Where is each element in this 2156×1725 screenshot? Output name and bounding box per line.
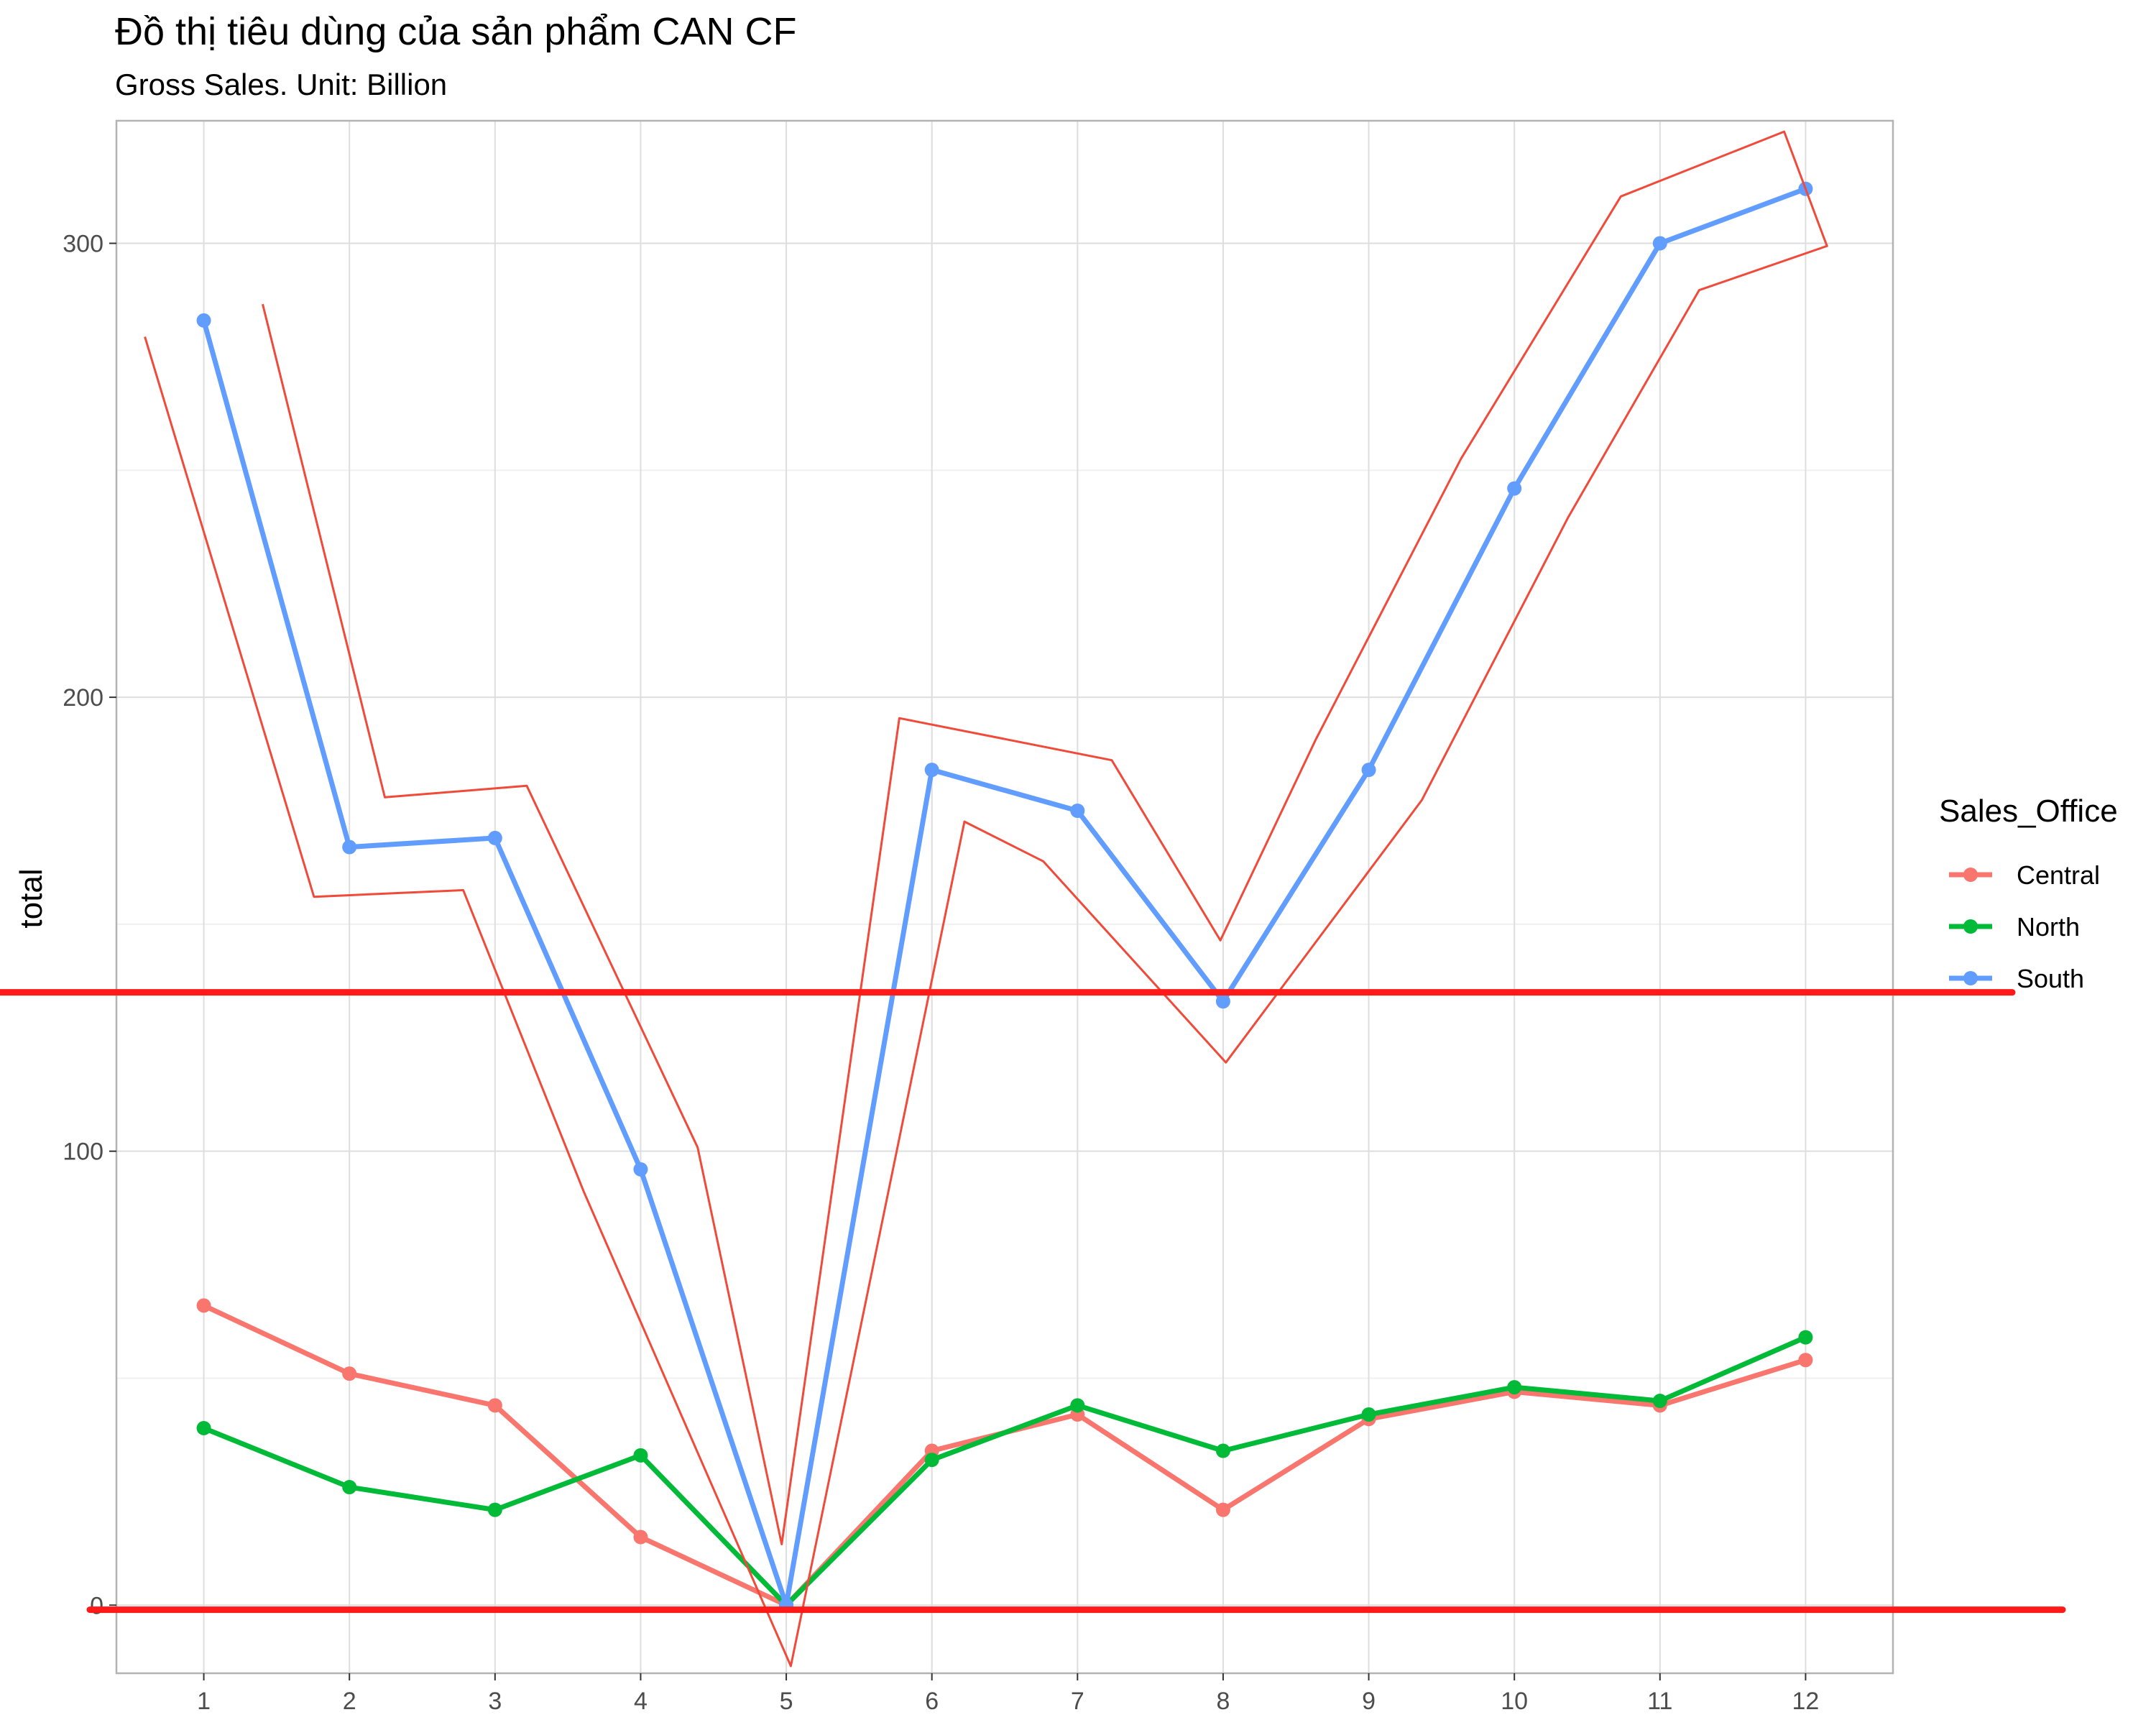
legend-label: Central	[2017, 860, 2100, 890]
data-point-south	[342, 840, 357, 855]
x-tick-label: 7	[1071, 1688, 1084, 1715]
series-lines	[196, 181, 1813, 1613]
x-tick-label: 6	[925, 1688, 939, 1715]
data-point-north	[487, 1502, 502, 1517]
data-point-north	[1070, 1398, 1085, 1413]
legend-title: Sales_Office	[1939, 794, 2118, 829]
data-point-central	[1798, 1353, 1813, 1368]
y-tick-label: 300	[63, 231, 103, 258]
chart-title: Đồ thị tiêu dùng của sản phẩm CAN CF	[115, 10, 796, 53]
x-tick-label: 4	[634, 1688, 648, 1715]
series-line-south	[201, 186, 1808, 1608]
x-tick-label: 12	[1792, 1688, 1820, 1715]
data-point-north	[1798, 1330, 1813, 1345]
data-point-north	[633, 1448, 648, 1463]
x-tick-label: 8	[1216, 1688, 1230, 1715]
data-point-central	[196, 1298, 211, 1313]
data-point-central	[487, 1398, 502, 1413]
panel-border	[115, 119, 1894, 1675]
x-tick-label: 9	[1362, 1688, 1376, 1715]
y-tick-label: 200	[63, 684, 103, 712]
legend-key-point	[1963, 868, 1978, 882]
data-point-south	[1652, 236, 1667, 251]
y-axis-title: total	[14, 868, 49, 928]
gridlines	[115, 119, 1894, 1675]
legend-label: North	[2017, 912, 2080, 942]
data-point-north	[1361, 1407, 1376, 1422]
legend-key-point	[1963, 919, 1978, 934]
freehand-outline	[144, 130, 1828, 1668]
data-point-north	[342, 1480, 357, 1495]
data-point-south	[1070, 804, 1085, 818]
legend: Sales_Office Central North South	[1939, 794, 2118, 993]
x-tick-label: 2	[343, 1688, 356, 1715]
chart-subtitle: Gross Sales. Unit: Billion	[115, 68, 447, 101]
data-point-south	[633, 1162, 648, 1177]
legend-label: South	[2017, 964, 2084, 993]
freehand-outline-annotation	[144, 130, 1828, 1668]
data-point-north	[1507, 1380, 1522, 1395]
data-point-central	[633, 1530, 648, 1545]
horizontal-line-annotations	[0, 989, 2066, 1614]
data-point-central	[342, 1366, 357, 1381]
data-point-south	[196, 313, 211, 328]
x-tick-label: 11	[1647, 1688, 1672, 1715]
series-line-north	[201, 1335, 1808, 1608]
data-point-south	[1215, 994, 1230, 1009]
data-point-north	[1652, 1394, 1667, 1409]
data-point-south	[1507, 481, 1522, 496]
data-point-north	[1215, 1443, 1230, 1458]
x-tick-label: 3	[488, 1688, 502, 1715]
data-point-central	[1215, 1502, 1230, 1517]
x-tick-label: 1	[197, 1688, 211, 1715]
data-point-south	[1361, 763, 1376, 778]
data-point-north	[196, 1420, 211, 1435]
x-tick-label: 5	[780, 1688, 793, 1715]
data-point-south	[924, 763, 939, 778]
y-tick-label: 100	[63, 1138, 103, 1166]
x-tick-label: 10	[1501, 1688, 1528, 1715]
y-tick-label: 0	[90, 1592, 103, 1619]
legend-key-point	[1963, 971, 1978, 985]
data-point-south	[487, 830, 502, 845]
data-point-north	[924, 1453, 939, 1468]
plot-panel	[116, 121, 1893, 1673]
